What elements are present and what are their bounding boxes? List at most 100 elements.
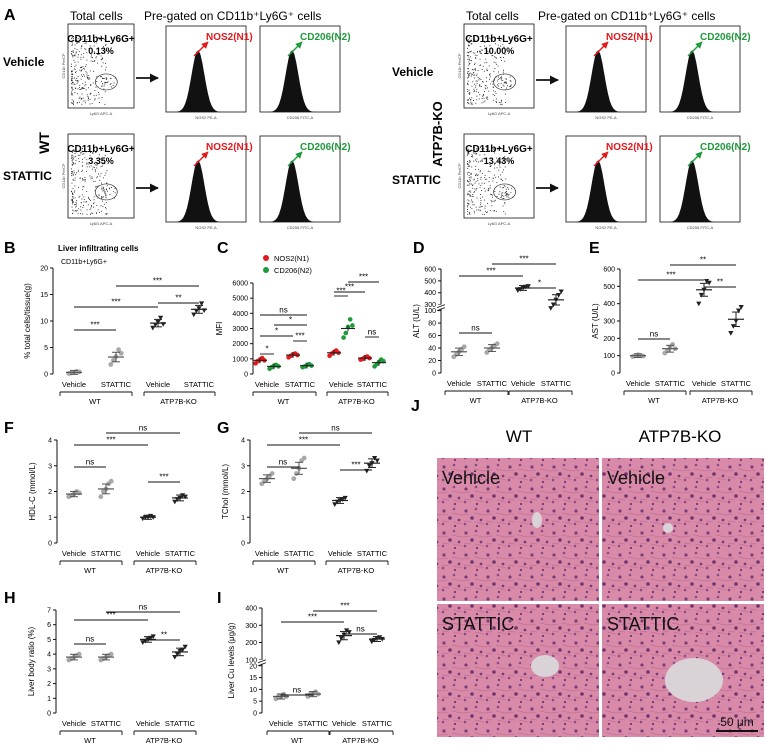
- cell-event: [95, 42, 97, 44]
- cell-event: [481, 159, 483, 161]
- y-tick-label: 400: [424, 290, 436, 297]
- cell-event: [495, 37, 496, 39]
- cell-event: [90, 85, 92, 86]
- cell-event: [79, 177, 81, 179]
- cell-event: [468, 45, 470, 46]
- cell-event: [471, 166, 473, 168]
- cell-event: [479, 171, 481, 173]
- cell-event: [87, 75, 89, 76]
- cell-event: [94, 169, 96, 171]
- cell-event: [85, 151, 87, 153]
- cell-event: [468, 59, 470, 60]
- cell-event: [84, 100, 86, 102]
- cell-event: [76, 93, 78, 95]
- y-tick-label: 10: [40, 319, 48, 326]
- cell-event: [484, 213, 485, 215]
- cell-event: [84, 179, 85, 181]
- cell-event: [83, 53, 85, 54]
- cell-event: [86, 159, 88, 161]
- cell-event: [484, 87, 486, 89]
- cell-event: [493, 152, 495, 154]
- cell-event: [492, 180, 494, 182]
- cell-event: [93, 51, 95, 53]
- cell-event: [72, 87, 73, 89]
- cell-event: [88, 98, 89, 100]
- cell-event: [84, 181, 86, 183]
- cell-event: [483, 157, 485, 159]
- axis-break: [437, 304, 445, 309]
- cell-event: [94, 180, 96, 182]
- cell-event: [467, 211, 469, 213]
- cell-event: [102, 83, 103, 85]
- cell-event: [72, 178, 74, 180]
- cell-event: [88, 79, 90, 80]
- cell-event: [488, 51, 490, 53]
- cell-event: [499, 191, 501, 193]
- cell-event: [487, 40, 489, 42]
- data-point: [372, 455, 378, 461]
- cell-event: [480, 147, 481, 148]
- cell-event: [72, 179, 74, 181]
- cell-event: [71, 73, 72, 75]
- cell-event: [75, 174, 76, 176]
- gate-ellipse: [493, 73, 516, 91]
- cell-event: [504, 82, 506, 84]
- cell-event: [82, 87, 84, 89]
- cell-event: [105, 202, 107, 203]
- x-tick-vehicle: Vehicle: [511, 379, 535, 388]
- cell-event: [81, 171, 83, 172]
- cell-event: [99, 76, 101, 78]
- cell-event: [81, 150, 83, 152]
- y-tick-label: 400: [603, 301, 615, 308]
- cell-event: [72, 159, 74, 160]
- cell-event: [93, 151, 94, 153]
- data-point: [98, 494, 104, 500]
- y-tick-label: 300: [245, 623, 257, 630]
- legend-swatch-n2: [263, 267, 269, 273]
- cell-event: [80, 177, 81, 179]
- cell-event: [106, 213, 107, 215]
- cell-event: [468, 181, 470, 183]
- cell-event: [85, 49, 87, 51]
- y-tick-label: 100: [603, 353, 615, 360]
- cell-event: [467, 206, 468, 208]
- panel-letter: D: [413, 240, 425, 257]
- cell-event: [82, 189, 84, 191]
- cell-event: [468, 177, 470, 178]
- significance-label: ***: [106, 611, 115, 620]
- histogram-x-axis-label: CD206 FITC-A: [287, 115, 314, 120]
- cell-event: [502, 171, 504, 173]
- group-label-ko: ATP7B-KO: [338, 397, 375, 406]
- cell-event: [504, 81, 506, 83]
- cell-event: [91, 103, 93, 104]
- cell-event: [96, 212, 97, 214]
- cell-event: [496, 63, 498, 65]
- cell-event: [503, 169, 504, 171]
- y-tick-label: 7: [47, 608, 51, 615]
- cell-event: [82, 76, 83, 77]
- cell-event: [472, 187, 474, 189]
- cell-event: [467, 91, 469, 92]
- cell-event: [475, 84, 477, 86]
- group-label-ko: ATP7B-KO: [342, 736, 379, 745]
- gate-name: CD11b+Ly6G+: [67, 34, 135, 45]
- cell-event: [86, 163, 87, 165]
- cell-event: [479, 210, 481, 212]
- cell-event: [468, 148, 469, 150]
- cell-event: [72, 103, 74, 104]
- wt-row-vehicle-label: Vehicle: [3, 55, 45, 69]
- cell-event: [489, 45, 491, 47]
- panel-j: J WT ATP7B-KO Vehicle Vehicle STATTIC ST…: [411, 398, 764, 737]
- cell-event: [484, 154, 486, 156]
- cell-event: [71, 171, 73, 173]
- cell-event: [470, 176, 472, 178]
- cell-event: [494, 56, 496, 58]
- cell-event: [482, 81, 484, 82]
- cell-event: [489, 76, 491, 78]
- cell-event: [475, 206, 477, 208]
- gate-name: CD11b+Ly6G+: [67, 144, 135, 155]
- cell-event: [72, 77, 74, 79]
- group-label-ko: ATP7B-KO: [146, 566, 183, 575]
- cell-event: [114, 77, 116, 79]
